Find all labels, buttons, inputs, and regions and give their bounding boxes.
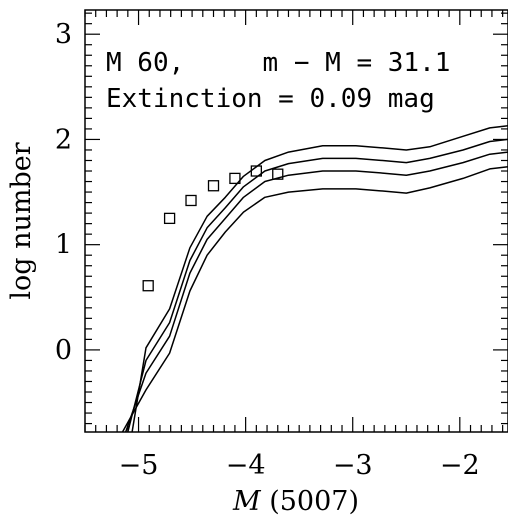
x-tick-label: −2	[440, 450, 480, 481]
y-tick-label: 2	[55, 124, 72, 155]
data-point-square	[229, 172, 241, 185]
annotation-line-2: Extinction = 0.09 mag	[106, 84, 435, 114]
data-point-square	[207, 180, 220, 192]
series-line-3	[124, 151, 508, 432]
plot-frame	[84, 9, 508, 433]
y-tick-label: 1	[55, 230, 72, 261]
series-line-2	[127, 138, 508, 432]
x-tick-label: −4	[226, 450, 266, 481]
data-point-square	[272, 168, 284, 180]
series-line-4	[121, 166, 508, 432]
series-line-1	[131, 125, 508, 432]
data-point-square	[163, 212, 176, 225]
y-axis-label: log number	[6, 142, 37, 299]
tick-labels: −5 −4 −3 −2 0 1 2 3	[55, 19, 480, 481]
series-group	[121, 125, 508, 432]
x-axis-label-symbol: M	[232, 486, 262, 516]
data-point-square	[250, 165, 262, 177]
x-tick-label: −5	[119, 450, 159, 481]
y-tick-label: 3	[55, 19, 72, 50]
marker-group	[142, 165, 284, 292]
x-axis-label-text: (5007)	[261, 486, 359, 516]
axis-ticks	[84, 10, 508, 432]
y-tick-label: 0	[55, 335, 72, 366]
annotation-line-1: M 60, m − M = 31.1	[106, 48, 450, 78]
x-axis-label: M (5007)	[232, 486, 359, 516]
data-point-square	[185, 194, 197, 207]
data-point-square	[142, 280, 154, 292]
x-tick-label: −3	[333, 450, 373, 481]
